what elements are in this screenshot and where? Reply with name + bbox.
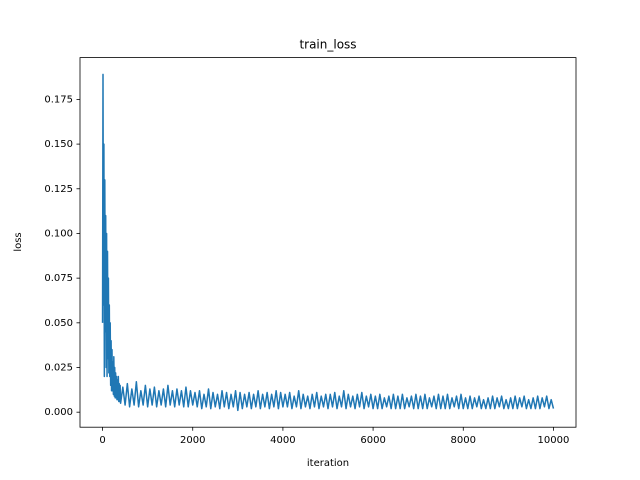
y-tick-label: 0.100	[44, 228, 73, 239]
x-tick-label: 10000	[538, 435, 570, 446]
x-tick-label: 4000	[270, 435, 295, 446]
y-axis-label: loss	[13, 232, 24, 251]
loss-line	[101, 73, 555, 412]
chart-title: train_loss	[299, 38, 356, 52]
y-tick-label: 0.050	[44, 318, 73, 329]
x-tick-label: 8000	[451, 435, 476, 446]
y-tick-label: 0.175	[44, 94, 73, 105]
x-tick-label: 0	[99, 435, 105, 446]
y-tick-label: 0.000	[44, 407, 73, 418]
y-tick-label: 0.125	[44, 184, 73, 195]
x-tick-label: 6000	[360, 435, 385, 446]
y-tick-label: 0.025	[44, 363, 73, 374]
y-tick-label: 0.075	[44, 273, 73, 284]
y-tick-label: 0.150	[44, 139, 73, 150]
axes-frame	[79, 57, 577, 428]
x-tick-label: 2000	[180, 435, 205, 446]
x-axis-label: iteration	[307, 458, 349, 469]
